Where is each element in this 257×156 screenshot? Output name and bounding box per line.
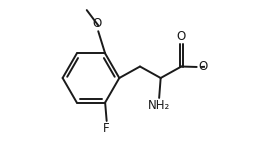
Text: O: O xyxy=(177,30,186,43)
Text: O: O xyxy=(198,61,207,73)
Text: NH₂: NH₂ xyxy=(148,99,170,112)
Text: F: F xyxy=(103,122,110,135)
Text: O: O xyxy=(93,17,102,30)
